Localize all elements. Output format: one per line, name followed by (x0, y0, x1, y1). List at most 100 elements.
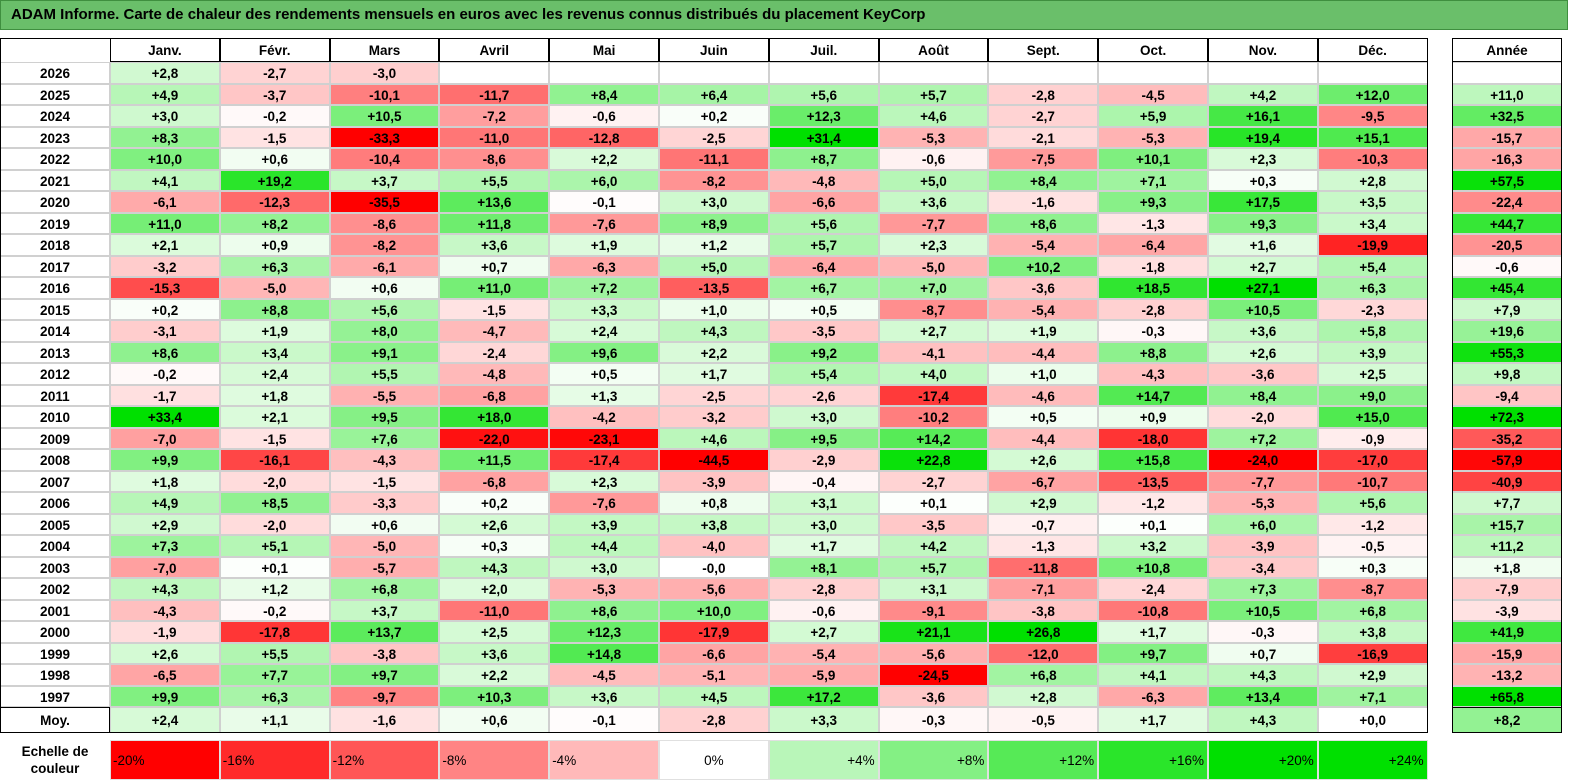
heatmap-cell: +1,8 (219, 384, 330, 406)
heatmap-cell (659, 62, 769, 84)
heatmap-cell: +9,7 (329, 664, 440, 686)
heatmap-cell: -12,8 (549, 126, 659, 148)
scale-step: +4% (768, 740, 879, 780)
heatmap-cell: +2,1 (110, 234, 220, 256)
heatmap-cell: -2,7 (988, 105, 1099, 127)
heatmap-cell: +3,4 (219, 341, 330, 363)
annual-cell: +15,7 (1452, 513, 1562, 535)
heatmap-cell: +7,3 (1208, 578, 1318, 600)
heatmap-cell: +5,5 (329, 363, 440, 385)
heatmap-cell: -10,8 (1098, 599, 1208, 621)
heatmap-cell: -3,9 (1208, 535, 1318, 557)
heatmap-cell: -2,0 (219, 513, 330, 535)
heatmap-cell: +1,7 (659, 363, 769, 385)
heatmap-cell: +3,0 (768, 513, 879, 535)
heatmap-cell: +22,8 (878, 449, 989, 471)
heatmap-cell: +1,7 (1098, 621, 1208, 643)
annual-cell: +44,7 (1452, 212, 1562, 234)
heatmap-cell: +2,9 (1317, 664, 1428, 686)
heatmap-cell: +2,6 (439, 513, 550, 535)
heatmap-cell: -17,4 (878, 384, 989, 406)
heatmap-cell: +3,7 (329, 599, 440, 621)
heatmap-cell: -8,7 (1317, 578, 1428, 600)
heatmap-cell: +3,4 (1317, 212, 1428, 234)
month-header: Sept. (988, 38, 1099, 62)
heatmap-cell: +6,8 (1317, 599, 1428, 621)
heatmap-cell: +2,8 (1317, 169, 1428, 191)
heatmap-cell: +9,5 (768, 427, 879, 449)
scale-step: -4% (549, 740, 659, 780)
heatmap-cell: +10,5 (1208, 599, 1318, 621)
heatmap-cell: +14,8 (549, 642, 659, 664)
heatmap-cell: +13,4 (1208, 685, 1318, 707)
heatmap-cell: +1,6 (1208, 234, 1318, 256)
heatmap-cell: -24,0 (1208, 449, 1318, 471)
heatmap-cell: +2,4 (549, 320, 659, 342)
heatmap-cell: -2,5 (659, 384, 769, 406)
heatmap-cell: +5,8 (1317, 320, 1428, 342)
heatmap-cell: -3,6 (1208, 363, 1318, 385)
heatmap-cell: -1,9 (110, 621, 220, 643)
row-year-label: 2006 (0, 492, 110, 514)
heatmap-cell: -10,1 (329, 83, 440, 105)
annual-cell: +9,8 (1452, 363, 1562, 385)
heatmap-cell: +17,2 (768, 685, 879, 707)
annual-cell: -7,9 (1452, 578, 1562, 600)
heatmap-cell: +18,5 (1098, 277, 1208, 299)
heatmap-cell (439, 62, 550, 84)
heatmap-cell: +13,7 (329, 621, 440, 643)
row-year-label: 1998 (0, 664, 110, 686)
heatmap-cell: +2,2 (549, 148, 659, 170)
heatmap-cell: -7,6 (549, 212, 659, 234)
heatmap-cell: +5,5 (439, 169, 550, 191)
heatmap-cell: -17,8 (219, 621, 330, 643)
heatmap-cell: +3,0 (768, 406, 879, 428)
heatmap-cell: +2,8 (988, 685, 1099, 707)
heatmap-cell: -0,9 (1317, 427, 1428, 449)
scale-step: +8% (878, 740, 989, 780)
row-year-label: 2005 (0, 513, 110, 535)
heatmap-cell: -6,1 (110, 191, 220, 213)
heatmap-cell: +4,3 (439, 556, 550, 578)
heatmap-cell: +21,1 (878, 621, 989, 643)
heatmap-cell: +10,5 (329, 105, 440, 127)
heatmap-cell: +1,0 (988, 363, 1099, 385)
heatmap-cell: -4,3 (329, 449, 440, 471)
heatmap-cell: +31,4 (768, 126, 879, 148)
row-year-label: 2002 (0, 578, 110, 600)
annual-cell: -20,5 (1452, 234, 1562, 256)
month-header: Juin (659, 38, 769, 62)
heatmap-cell: -17,9 (659, 621, 769, 643)
heatmap-cell: -1,8 (1098, 255, 1208, 277)
heatmap-cell: -2,8 (1098, 298, 1208, 320)
heatmap-cell: +7,1 (1098, 169, 1208, 191)
heatmap-cell: +10,1 (1098, 148, 1208, 170)
heatmap-cell: -5,4 (988, 298, 1099, 320)
row-year-label: 2025 (0, 83, 110, 105)
heatmap-cell: -2,5 (659, 126, 769, 148)
heatmap-cell: -7,6 (549, 492, 659, 514)
heatmap-cell: +10,8 (1098, 556, 1208, 578)
heatmap-cell: +7,2 (549, 277, 659, 299)
heatmap-cell: +0,3 (1317, 556, 1428, 578)
heatmap-cell: +0,6 (329, 277, 440, 299)
heatmap-cell: +2,2 (659, 341, 769, 363)
heatmap-cell: -5,1 (659, 664, 769, 686)
scale-label-line2: couleur (30, 761, 80, 776)
heatmap-cell: +6,0 (549, 169, 659, 191)
row-year-label: 2010 (0, 406, 110, 428)
heatmap-cell: -5,3 (878, 126, 989, 148)
row-year-label: 2001 (0, 599, 110, 621)
row-year-label: 2017 (0, 255, 110, 277)
row-year-label: 2007 (0, 470, 110, 492)
average-cell: -0,5 (988, 707, 1099, 733)
row-year-label: 2013 (0, 341, 110, 363)
heatmap-cell: +6,3 (1317, 277, 1428, 299)
average-cell: -1,6 (329, 707, 440, 733)
heatmap-cell: +9,9 (110, 449, 220, 471)
heatmap-cell: -0,3 (1098, 320, 1208, 342)
heatmap-cell: +1,9 (219, 320, 330, 342)
heatmap-cell: +0,5 (549, 363, 659, 385)
heatmap-cell: +0,1 (1098, 513, 1208, 535)
month-header: Avril (439, 38, 550, 62)
